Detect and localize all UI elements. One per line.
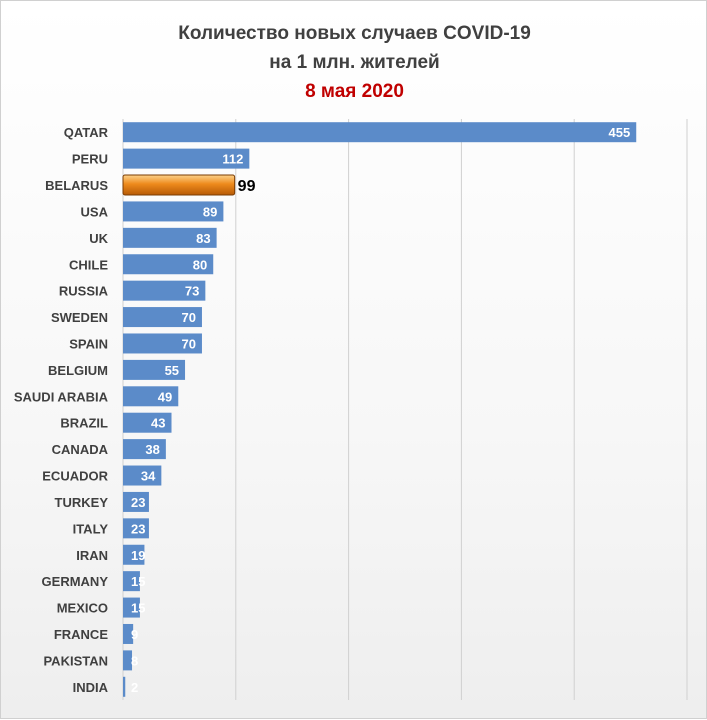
chart-title: Количество новых случаев COVID-19: [178, 23, 531, 44]
category-label: INDIA: [73, 680, 109, 695]
value-label: 455: [609, 125, 631, 140]
category-label: QATAR: [64, 125, 109, 140]
bar-france: [123, 623, 134, 644]
category-label: SWEDEN: [51, 310, 108, 325]
category-label: PAKISTAN: [43, 653, 108, 668]
value-label: 15: [131, 601, 145, 616]
category-label: FRANCE: [54, 627, 108, 642]
value-label: 15: [131, 574, 145, 589]
value-label: 89: [203, 204, 217, 219]
bar-sweden: [123, 307, 202, 328]
value-label: 49: [158, 389, 172, 404]
bar-canada: [123, 439, 166, 460]
category-label: SPAIN: [69, 336, 108, 351]
bar-italy: [123, 518, 149, 539]
value-label: 34: [141, 469, 156, 484]
bar-mexico: [123, 597, 140, 618]
bar-peru: [123, 148, 250, 169]
bar-germany: [123, 571, 140, 592]
category-label: ECUADOR: [42, 469, 108, 484]
bar-chile: [123, 254, 214, 275]
value-label: 38: [145, 442, 159, 457]
value-label: 70: [181, 310, 195, 325]
category-label: CHILE: [69, 257, 108, 272]
category-label: CANADA: [52, 442, 109, 457]
bar-saudi-arabia: [123, 386, 179, 407]
chart-date: 8 мая 2020: [305, 81, 404, 102]
value-label: 70: [181, 336, 195, 351]
bar-belarus: [122, 174, 236, 196]
bar-usa: [123, 201, 224, 222]
value-label: 23: [131, 521, 145, 536]
category-label: USA: [81, 204, 109, 219]
value-label: 19: [131, 548, 145, 563]
category-label: BELARUS: [45, 178, 108, 193]
category-label: MEXICO: [57, 601, 108, 616]
category-label: ITALY: [73, 521, 109, 536]
value-label: 99: [238, 178, 256, 195]
bar-russia: [123, 280, 206, 301]
value-label: 83: [196, 231, 210, 246]
bar-brazil: [123, 412, 172, 433]
bar-belgium: [123, 359, 186, 380]
value-label: 2: [131, 680, 138, 695]
bar-turkey: [123, 491, 149, 512]
bar-uk: [123, 227, 217, 248]
category-label: IRAN: [76, 548, 108, 563]
category-label: UK: [89, 231, 108, 246]
category-label: RUSSIA: [59, 284, 109, 299]
category-label: BRAZIL: [60, 416, 108, 431]
value-label: 80: [193, 257, 207, 272]
value-label: 112: [222, 152, 243, 167]
value-label: 9: [131, 627, 138, 642]
bar-ecuador: [123, 465, 162, 486]
value-label: 43: [151, 416, 165, 431]
category-label: TURKEY: [55, 495, 109, 510]
bar-iran: [123, 544, 145, 565]
category-label: BELGIUM: [48, 363, 108, 378]
category-label: SAUDI ARABIA: [14, 389, 109, 404]
bar-spain: [123, 333, 202, 354]
value-label: 8: [131, 653, 138, 668]
bar-pakistan: [123, 650, 133, 671]
category-label: PERU: [72, 152, 108, 167]
bar-qatar: [123, 122, 637, 143]
value-label: 73: [185, 284, 199, 299]
bar-india: [123, 676, 126, 697]
value-label: 23: [131, 495, 145, 510]
value-label: 55: [165, 363, 179, 378]
chart-title-line-2: на 1 млн. жителей: [269, 52, 440, 73]
category-label: GERMANY: [42, 574, 109, 589]
